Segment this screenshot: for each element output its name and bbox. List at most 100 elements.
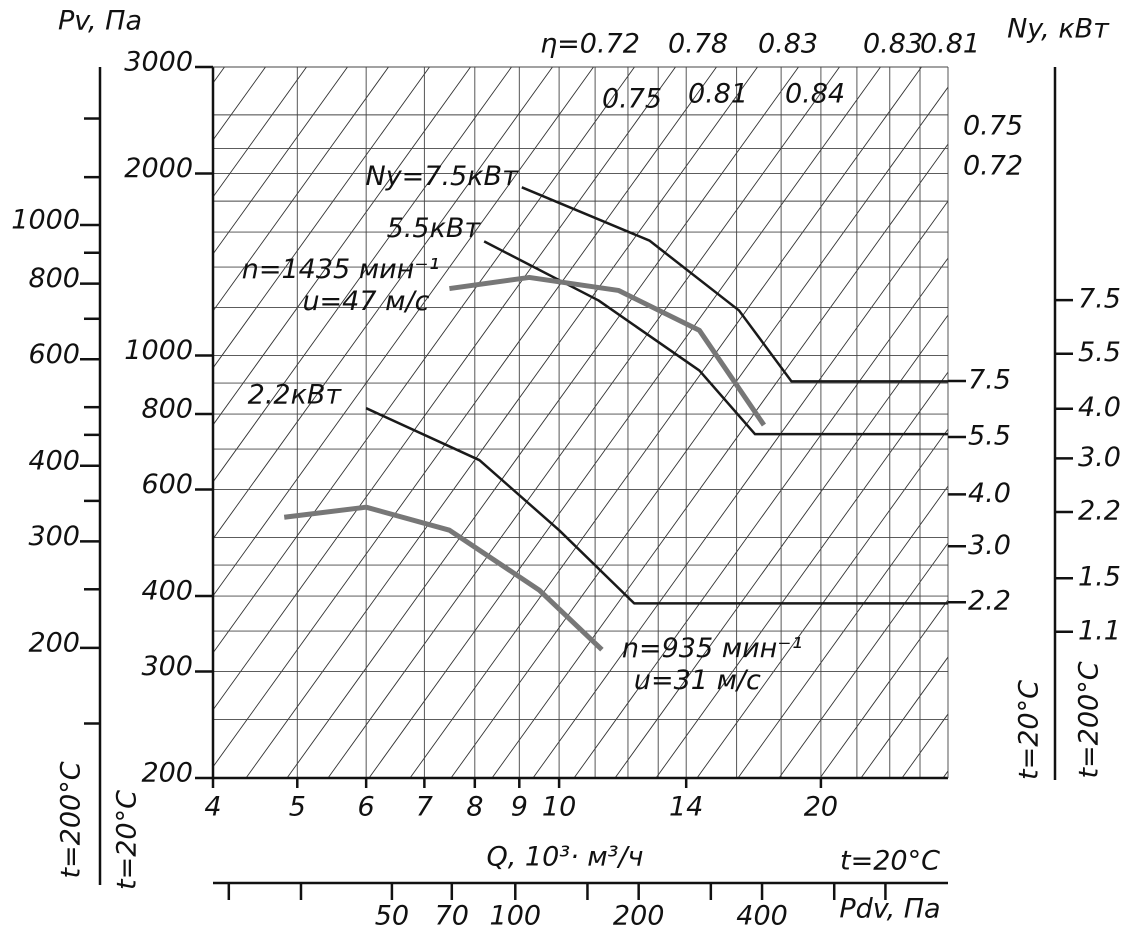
efficiency-line [245, 67, 758, 778]
efficiency-line [213, 67, 635, 654]
y2-condition: t=20°C [1014, 680, 1045, 780]
outer-right-tick-label: 1.5 [1078, 562, 1121, 593]
efficiency-line [213, 67, 307, 198]
efficiency-line [819, 599, 948, 778]
y-tick-label: 600 [141, 469, 193, 500]
efficiency-label: η=0.72 [540, 29, 640, 60]
efficiency-line [0, 67, 61, 778]
efficiency-line [614, 314, 948, 778]
speed-curve [449, 274, 767, 427]
x-tick-label: 10 [542, 792, 576, 823]
series-label: 5.5кВт [387, 213, 482, 244]
efficiency-label: 0.81 [688, 79, 748, 110]
pdv-tick-label: 200 [613, 901, 665, 932]
y-tick-label: 400 [141, 576, 193, 607]
x-tick-label: 6 [358, 792, 375, 823]
outer-right-tick-label: 2.2 [1078, 496, 1121, 527]
outer-right-tick-label: 5.5 [1078, 337, 1121, 368]
efficiency-line [409, 67, 922, 778]
efficiency-lines [0, 67, 948, 778]
outer-left-condition: t=200°C [56, 761, 87, 878]
outer-right-tick-label: 7.5 [1078, 284, 1121, 315]
y-condition: t=20°C [112, 790, 143, 890]
efficiency-line [213, 67, 348, 255]
y-tick-label: 800 [141, 394, 193, 425]
y2-tick-label: 2.2 [968, 586, 1011, 617]
outer-left-tick-label: 600 [28, 339, 80, 370]
pdv-tick-label: 100 [490, 901, 542, 932]
x-tick-label: 5 [289, 792, 306, 823]
efficiency-line [450, 86, 948, 778]
efficiency-label: 0.83 [863, 29, 923, 60]
efficiency-label: 0.81 [920, 29, 980, 60]
series-label: n=1435 мин⁻¹ [242, 254, 440, 285]
power-curve [365, 407, 948, 605]
efficiency-line [213, 67, 676, 711]
efficiency-label: 0.78 [668, 29, 728, 60]
x-tick-label: 8 [466, 792, 483, 823]
y2-tick-label: 7.5 [968, 365, 1011, 396]
outer-right-tick-label: 1.1 [1078, 615, 1121, 646]
power-curve [483, 240, 948, 436]
efficiency-line [213, 67, 512, 483]
efficiency-line [368, 67, 881, 778]
series-label: n=935 мин⁻¹ [622, 633, 803, 664]
efficiency-line [213, 67, 717, 768]
y2-tick-label: 3.0 [968, 530, 1011, 561]
y2-tick-label: 5.5 [968, 420, 1011, 451]
efficiency-line [532, 200, 948, 778]
efficiency-label: 0.83 [758, 29, 818, 60]
efficiency-line [737, 485, 948, 778]
x-tick-label: 7 [416, 792, 433, 823]
outer-right-condition: t=200°C [1074, 661, 1105, 778]
y-axis-title: Pv, Па [58, 6, 142, 37]
efficiency-line [213, 67, 430, 369]
outer-right-tick-label: 3.0 [1078, 442, 1121, 473]
efficiency-line [286, 67, 799, 778]
efficiency-label: 0.72 [963, 151, 1023, 182]
efficiency-line [0, 67, 20, 778]
efficiency-line [655, 371, 948, 778]
outer-right-tick-label: 4.0 [1078, 392, 1121, 423]
pdv-tick-label: 400 [736, 901, 788, 932]
y-tick-label: 1000 [124, 335, 193, 366]
efficiency-line [778, 542, 948, 778]
efficiency-line [860, 656, 948, 778]
x-tick-label: 14 [669, 792, 703, 823]
x-axis-title: Q, 10³· м³/ч [486, 842, 643, 873]
series-label: 2.2кВт [248, 380, 343, 411]
efficiency-label: 0.75 [963, 111, 1023, 142]
x-tick-label: 9 [511, 792, 528, 823]
y2-axis-title: Ny, кВт [1007, 14, 1110, 45]
outer-left-tick-label: 200 [28, 627, 80, 658]
efficiency-line [213, 67, 553, 540]
efficiency-line [573, 257, 948, 778]
x-tick-label: 4 [204, 792, 221, 823]
pdv-tick-label: 50 [375, 901, 409, 932]
efficiency-line [327, 67, 840, 778]
efficiency-line [0, 67, 143, 778]
efficiency-line [491, 143, 948, 778]
efficiency-line [213, 67, 389, 312]
y-tick-label: 200 [141, 758, 193, 789]
efficiency-line [696, 428, 948, 778]
efficiency-label: 0.75 [602, 84, 662, 115]
efficiency-label: 0.84 [785, 79, 845, 110]
outer-left-tick-label: 800 [28, 263, 80, 294]
speed-label: u=47 м/с [302, 286, 429, 317]
speed-curve [283, 504, 604, 652]
pdv-condition: t=20°C [840, 846, 940, 877]
y-tick-label: 3000 [124, 47, 193, 78]
efficiency-line [213, 67, 594, 597]
x-tick-label: 20 [804, 792, 838, 823]
power-curve [521, 186, 948, 383]
efficiency-line [0, 67, 102, 778]
y-tick-label: 300 [141, 651, 193, 682]
outer-left-tick-label: 300 [28, 521, 80, 552]
pdv-tick-label: 70 [435, 901, 469, 932]
pdv-axis-title: Pdv, Па [839, 894, 940, 925]
outer-left-tick-label: 400 [28, 445, 80, 476]
y-tick-label: 2000 [124, 153, 193, 184]
speed-label: u=31 м/с [634, 665, 761, 696]
